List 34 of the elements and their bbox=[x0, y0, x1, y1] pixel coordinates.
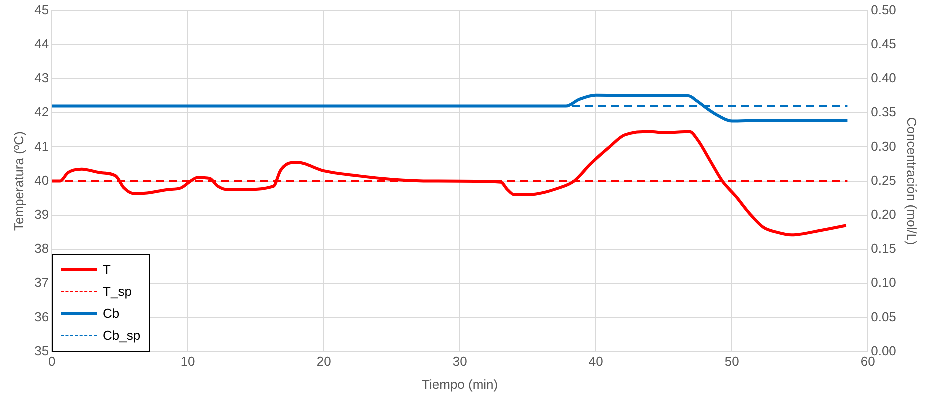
x-tick-label: 40 bbox=[588, 354, 604, 370]
y-tick-label: 40 bbox=[34, 172, 50, 188]
y-tick-label: 35 bbox=[34, 343, 50, 358]
legend-label: T bbox=[103, 262, 111, 278]
y2-tick-label: 0.15 bbox=[871, 241, 896, 256]
x-tick-label: 0 bbox=[48, 354, 56, 370]
x-tick-label: 30 bbox=[452, 354, 468, 370]
y-axis-title: Temperatura (ºC) bbox=[11, 132, 26, 231]
x-tick-label: 50 bbox=[724, 354, 740, 370]
y2-tick-label: 0.50 bbox=[871, 2, 896, 18]
x-axis-title: Tiempo (min) bbox=[422, 376, 498, 392]
y-tick-label: 42 bbox=[34, 104, 50, 120]
y2-tick-label: 0.35 bbox=[871, 104, 896, 120]
y-tick-label: 38 bbox=[34, 241, 50, 256]
y2-tick-label: 0.25 bbox=[871, 172, 896, 188]
x-tick-label: 10 bbox=[180, 354, 196, 370]
y2-tick-label: 0.45 bbox=[871, 36, 896, 52]
y2-tick-label: 0.30 bbox=[871, 138, 896, 154]
y-tick-label: 36 bbox=[34, 309, 50, 324]
y-tick-label: 39 bbox=[34, 206, 50, 222]
legend-label: Cb bbox=[103, 306, 120, 322]
y2-tick-label: 0.20 bbox=[871, 206, 896, 222]
y-tick-label: 44 bbox=[34, 36, 50, 52]
y2-tick-label: 0.05 bbox=[871, 309, 896, 324]
legend-label: Cb_sp bbox=[103, 328, 141, 344]
y-tick-label: 45 bbox=[34, 2, 50, 18]
legend-label: T_sp bbox=[103, 284, 132, 300]
y-tick-label: 41 bbox=[34, 138, 50, 154]
y-tick-label: 43 bbox=[34, 70, 50, 86]
y2-tick-label: 0.40 bbox=[871, 70, 896, 86]
y2-axis-title: Concentración (mol/L) bbox=[904, 117, 920, 246]
y-tick-label: 37 bbox=[34, 275, 50, 290]
x-tick-label: 20 bbox=[316, 354, 332, 370]
y2-tick-label: 0.10 bbox=[871, 275, 896, 290]
